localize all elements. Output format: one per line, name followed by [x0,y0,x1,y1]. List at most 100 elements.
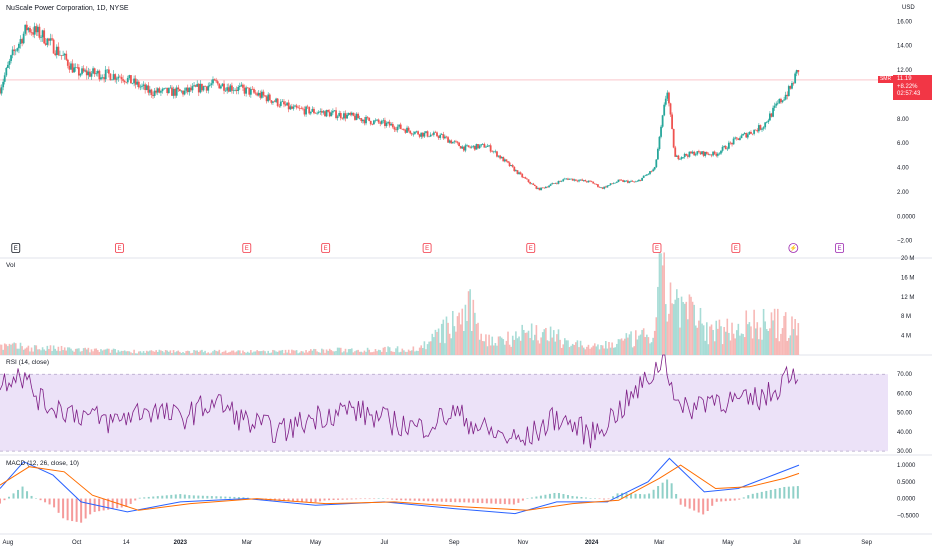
macd-histogram-bar [346,498,349,500]
candle-body [459,146,462,149]
candle-body [16,48,19,51]
time-axis-tick: Oct [72,540,82,546]
candle-body [59,54,61,56]
macd-histogram-bar [8,496,11,499]
candle-body [130,75,132,84]
candle-body [647,173,650,175]
volume-bar [791,316,793,355]
chart-title: NuScale Power Corporation, 1D, NYSE [6,5,129,12]
macd-histogram-bar [783,486,786,499]
candle-body [644,175,647,177]
earnings-label: E [14,246,18,252]
volume-bar [699,307,702,355]
volume-bar [530,323,533,355]
volume-bar [352,352,355,355]
candle-body [791,82,793,89]
price-axis-tick: −2.00 [897,239,913,245]
candle-body [92,68,94,74]
candle-body [272,101,274,103]
candle-body [739,138,741,140]
volume-bar [111,349,113,355]
macd-histogram-bar [170,494,173,499]
candle-body [455,141,457,142]
volume-bar [333,351,336,355]
macd-histogram-bar [179,494,182,499]
candle-body [63,53,66,56]
candle-body [148,89,151,93]
candle-body [765,122,768,123]
volume-bar [603,348,606,355]
candle-body [754,129,757,131]
macd-histogram-bar [422,498,425,502]
volume-bar [246,351,249,355]
event-markers[interactable]: E E E E E E E E ⚡ E [11,243,844,253]
candle-body [444,136,446,139]
volume-bar [552,330,555,355]
volume-bar [229,351,232,355]
candle-body [87,71,90,76]
volume-bar [726,318,729,355]
candle-body [283,101,285,105]
volume-bar [283,353,285,355]
volume-bar [682,302,684,355]
macd-histogram-bar [648,493,651,499]
candle-body [328,111,331,117]
volume-bar [368,349,370,355]
volume-bar [439,342,441,355]
currency-label[interactable]: USD [902,5,915,11]
volume-bar [174,352,176,355]
macd-histogram-bar [729,498,732,501]
earnings-label: E [425,246,429,252]
volume-bar [59,351,61,355]
candle-body [180,90,183,92]
candle-body [155,90,158,93]
macd-histogram-bar [174,494,177,499]
volume-bar [313,348,315,355]
candle-body [199,83,202,93]
candle-body [196,83,199,87]
earnings-marker [526,243,536,253]
candle-body [622,180,625,182]
candle-body [0,87,3,94]
volume-bar [209,353,211,355]
candle-body [81,68,83,74]
volume-bar [429,341,432,355]
volume-bar [231,350,233,355]
candle-body [331,111,334,113]
last-price-badge: 11.19 +8.22% 02:57:43 [893,75,932,100]
volume-bar [614,347,617,355]
candle-body [653,167,656,170]
volume-bar [765,329,768,355]
candle-body [556,183,558,184]
volume-bar [156,351,159,355]
candle-body [13,49,16,51]
macd-histogram-bar [684,498,687,507]
candle-body [270,100,273,103]
candle-body [46,38,49,45]
candle-body [502,156,505,162]
volume-bar [275,351,277,355]
candle-body [369,120,372,125]
candle-body [731,142,733,145]
volume-bar [743,337,746,355]
volume-bar [477,322,479,355]
macd-histogram-bar [760,491,763,499]
candle-body [320,111,323,113]
volume-bar [281,349,284,355]
candle-body [275,98,277,102]
candle-body [786,94,789,97]
candle-body [341,118,344,119]
candle-body [718,153,721,155]
price-axis-tick: 6.00 [897,141,909,147]
volume-bar [582,347,585,355]
candle-body [671,114,673,129]
volume-bar [688,294,691,355]
macd-histogram-bar [526,498,529,499]
volume-bar [153,351,156,355]
volume-bar [366,347,369,355]
volume-bar [666,321,669,355]
volume-bar [631,347,634,355]
candle-body [491,151,494,153]
candle-body [352,112,355,116]
